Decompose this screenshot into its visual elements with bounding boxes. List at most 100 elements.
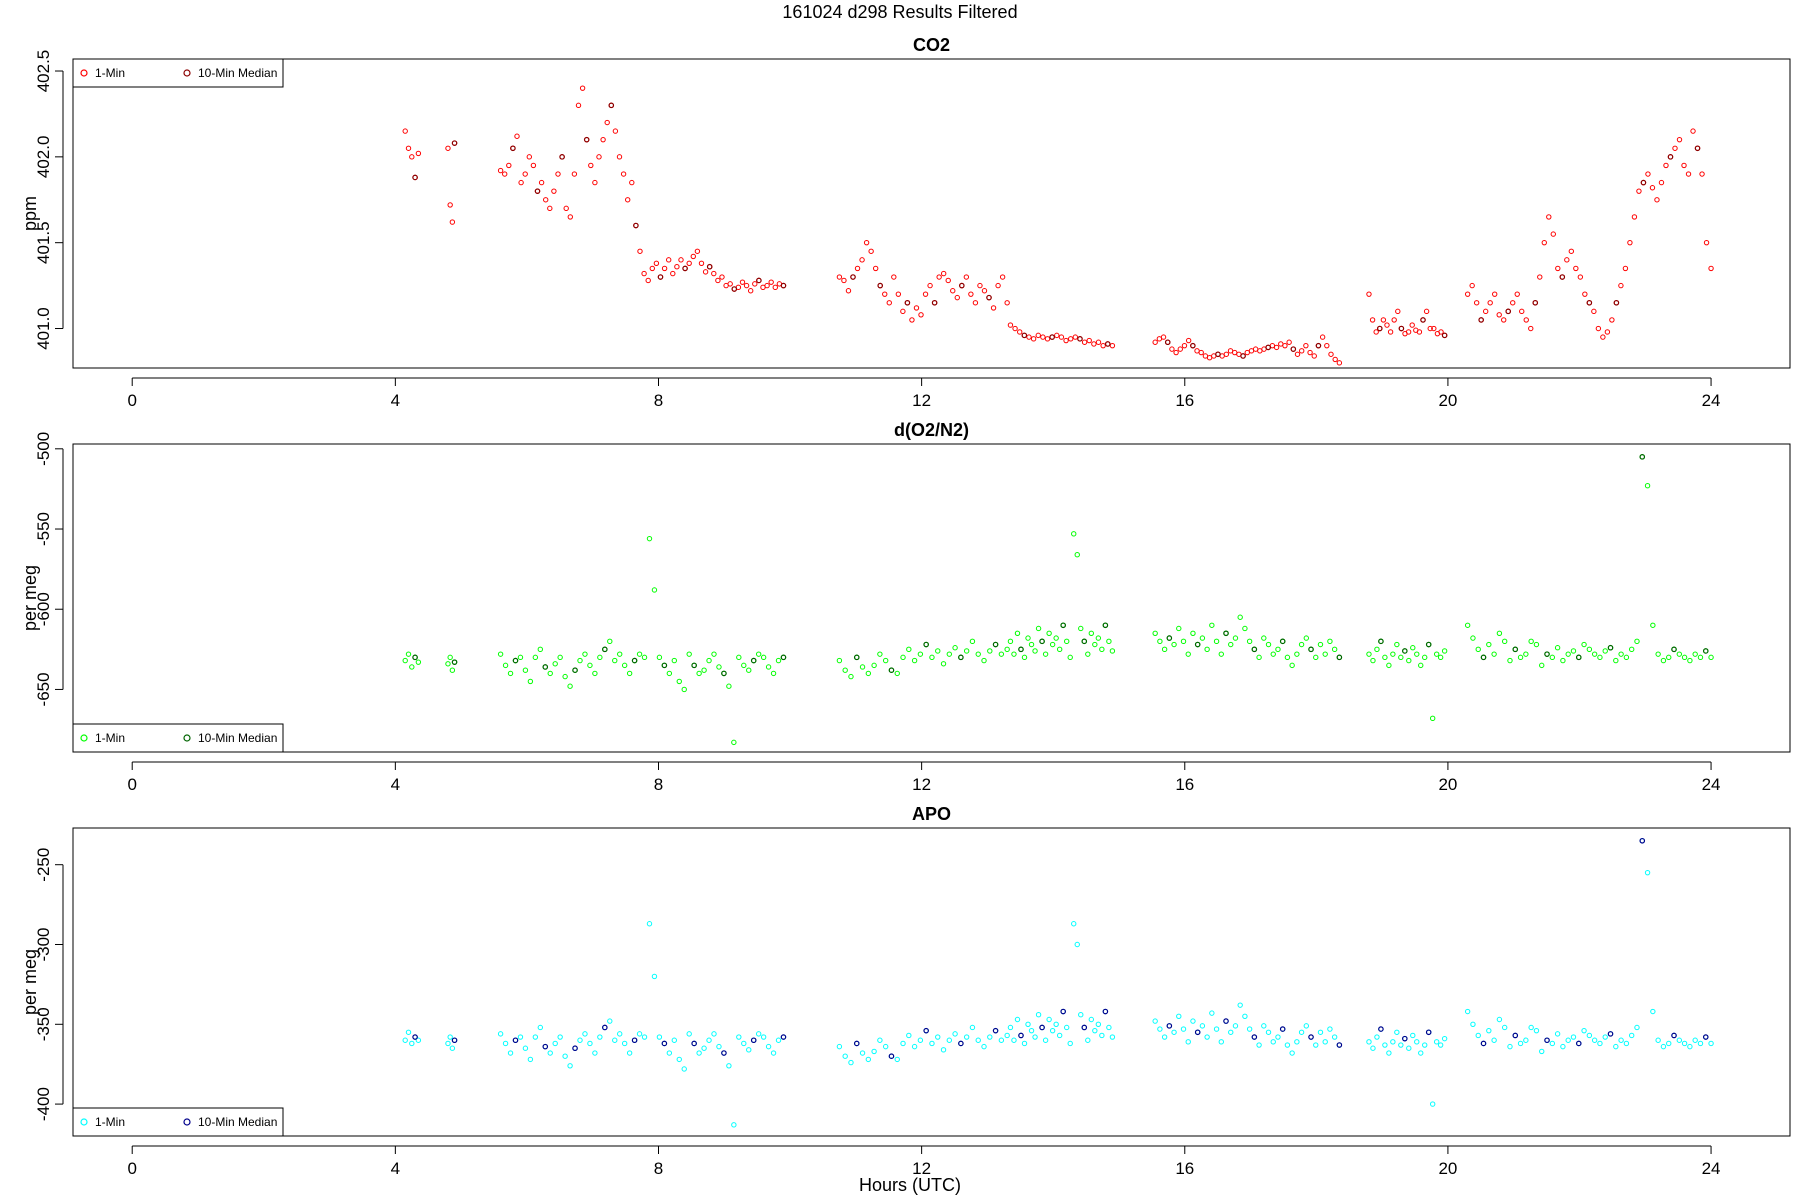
data-point xyxy=(1157,638,1163,645)
data-point xyxy=(604,119,610,126)
data-point xyxy=(1317,641,1324,648)
data-point xyxy=(1600,334,1606,340)
data-point xyxy=(1390,651,1396,657)
y-axis-label: ppm xyxy=(20,196,40,231)
data-point xyxy=(1180,638,1187,645)
data-point xyxy=(995,282,1001,289)
y-tick-label: -550 xyxy=(34,512,53,546)
data-point xyxy=(913,305,920,311)
data-point xyxy=(969,638,976,645)
data-point xyxy=(1602,1034,1608,1040)
data-point xyxy=(1699,171,1705,177)
data-point xyxy=(1528,638,1534,645)
median-point xyxy=(1279,1026,1286,1032)
data-point xyxy=(772,284,778,291)
median-point xyxy=(1532,299,1539,306)
data-point xyxy=(741,1040,747,1047)
data-point xyxy=(1687,1043,1693,1050)
data-point xyxy=(1414,1039,1420,1045)
data-point xyxy=(1570,648,1577,654)
data-point xyxy=(563,205,569,212)
data-point xyxy=(1429,1101,1436,1107)
legend: 1-Min 10-Min Median xyxy=(72,58,284,88)
data-point xyxy=(405,145,412,151)
median-point xyxy=(1613,299,1620,306)
data-point xyxy=(641,270,647,277)
data-point xyxy=(1437,1042,1444,1048)
data-point xyxy=(1469,282,1475,289)
data-point xyxy=(963,648,970,654)
data-point xyxy=(1681,162,1687,169)
data-point xyxy=(1284,654,1291,661)
median-point xyxy=(853,1040,860,1047)
data-point xyxy=(1265,1029,1272,1035)
data-point xyxy=(1228,1029,1234,1035)
y-tick-label: -300 xyxy=(34,927,53,961)
median-point xyxy=(780,654,787,661)
data-point xyxy=(1109,342,1116,349)
median-point xyxy=(559,154,565,160)
data-point xyxy=(1660,657,1667,664)
data-point xyxy=(727,281,733,287)
data-point xyxy=(1501,317,1507,323)
median-point xyxy=(1018,1032,1024,1039)
legend: 1-Min 10-Min Median xyxy=(72,1107,284,1137)
median-point xyxy=(992,1027,999,1034)
median-point xyxy=(877,282,884,289)
data-point xyxy=(1410,645,1416,651)
data-point xyxy=(694,248,701,254)
data-point xyxy=(1386,662,1392,669)
x-tick-label: 16 xyxy=(1175,775,1194,794)
median-point xyxy=(512,1037,519,1044)
data-point xyxy=(1660,1043,1667,1050)
data-point xyxy=(641,654,648,661)
y-axis-label: per meg xyxy=(20,949,40,1015)
data-point xyxy=(1332,356,1338,363)
legend-marker xyxy=(80,69,88,77)
median-point xyxy=(923,1027,929,1034)
data-point xyxy=(447,1034,453,1040)
data-point xyxy=(671,657,678,664)
panel-d-o2-n2: d(O2/N2) per meg 0 4 8 12 16 20 24 -500 -550 -600 -6… xyxy=(20,420,1791,794)
data-point xyxy=(1049,641,1056,648)
median-point xyxy=(1240,353,1246,359)
data-point xyxy=(906,1032,912,1039)
data-point xyxy=(522,667,529,673)
data-point xyxy=(666,670,673,677)
y-axis: -250 -300 -350 -400 xyxy=(34,848,64,1121)
median-point xyxy=(1223,1018,1229,1024)
data-point xyxy=(537,1024,544,1031)
data-point xyxy=(739,279,746,285)
data-point xyxy=(629,179,635,186)
data-point xyxy=(1573,265,1579,272)
data-point xyxy=(686,260,692,266)
data-point xyxy=(1414,651,1420,657)
median-point xyxy=(1378,638,1384,645)
plot-frame xyxy=(72,827,1791,1137)
median-point xyxy=(1018,646,1024,653)
data-point xyxy=(1482,308,1489,315)
data-point xyxy=(755,1031,762,1037)
median-point xyxy=(756,277,762,284)
data-point xyxy=(918,312,924,318)
data-point xyxy=(1370,657,1376,664)
data-point xyxy=(1085,651,1091,657)
median-point xyxy=(1559,274,1566,280)
data-point xyxy=(1405,329,1412,335)
median-point xyxy=(1398,325,1405,332)
y-tick-label: -350 xyxy=(34,1007,53,1041)
data-point xyxy=(1406,657,1412,664)
data-point xyxy=(1298,641,1305,648)
panel-co2: CO2 ppm 0 4 8 12 16 20 24 401.0 401.5 402.0 402.5 1-M… xyxy=(20,35,1791,410)
median-point xyxy=(1671,1032,1677,1039)
panel-title: CO2 xyxy=(913,35,950,55)
data-point xyxy=(1387,329,1394,335)
data-point xyxy=(1692,1037,1698,1043)
median-point xyxy=(888,1053,895,1060)
data-point xyxy=(1223,351,1230,357)
data-point xyxy=(1464,1008,1471,1015)
data-point xyxy=(597,654,603,661)
data-point xyxy=(719,274,725,280)
data-point xyxy=(1391,317,1397,323)
data-point xyxy=(1663,162,1669,169)
